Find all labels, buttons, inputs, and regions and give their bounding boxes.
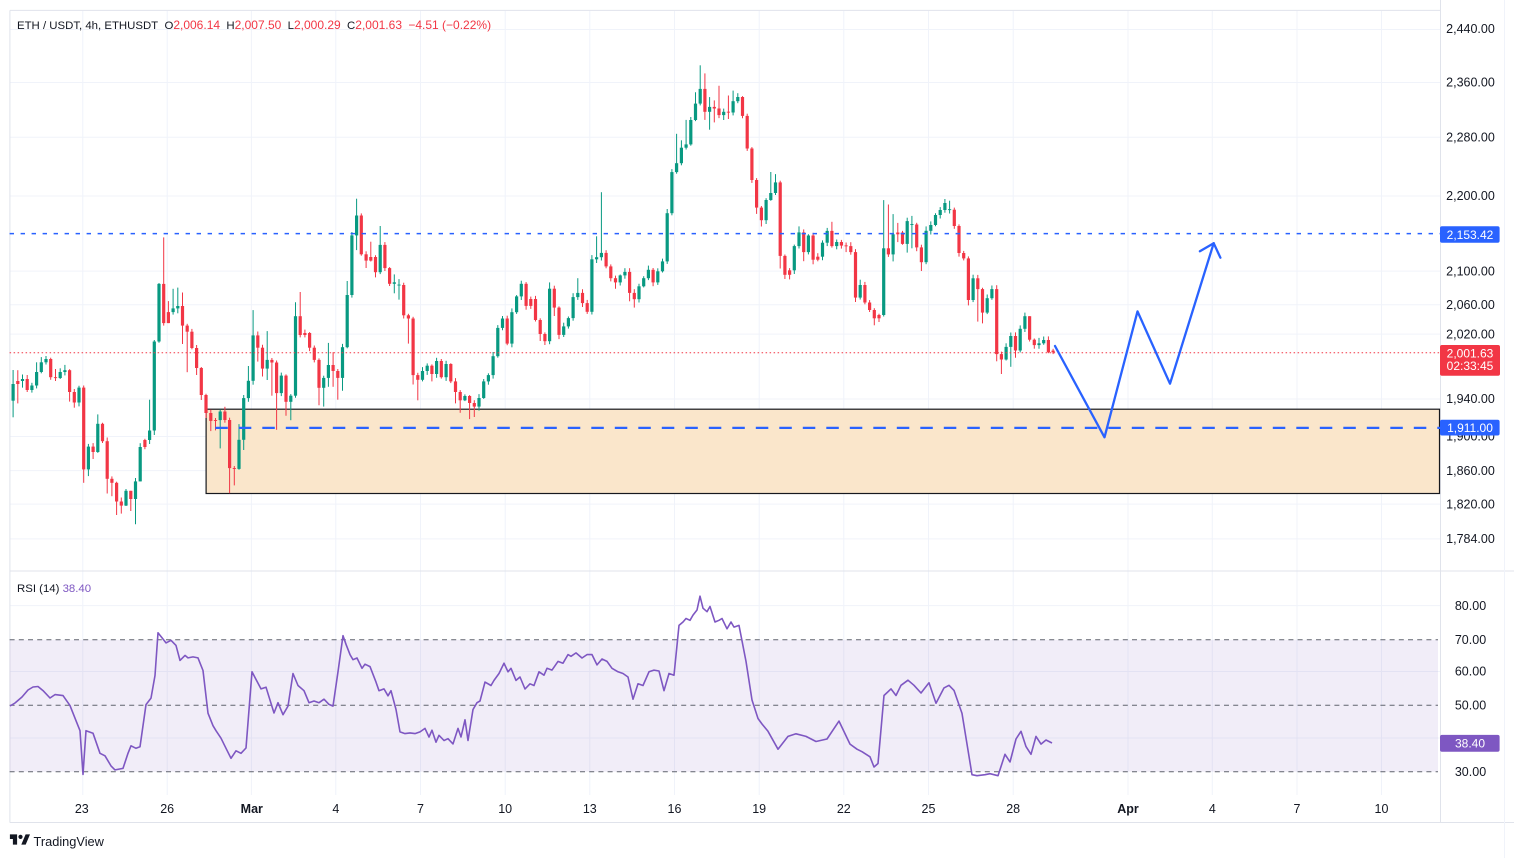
svg-text:2,100.00: 2,100.00: [1446, 264, 1495, 278]
svg-text:22: 22: [837, 802, 851, 816]
svg-text:4: 4: [332, 802, 339, 816]
svg-text:Mar: Mar: [241, 802, 263, 816]
svg-text:2,001.63: 2,001.63: [1447, 347, 1494, 361]
svg-text:2,200.00: 2,200.00: [1446, 189, 1495, 203]
svg-text:38.40: 38.40: [1455, 737, 1485, 751]
svg-text:10: 10: [498, 802, 512, 816]
svg-text:1,784.00: 1,784.00: [1446, 532, 1495, 546]
svg-text:2,280.00: 2,280.00: [1446, 131, 1495, 145]
svg-text:16: 16: [668, 802, 682, 816]
svg-text:1,860.00: 1,860.00: [1446, 464, 1495, 478]
svg-text:50.00: 50.00: [1455, 698, 1486, 712]
svg-text:4: 4: [1209, 802, 1216, 816]
svg-text:RSI (14) 38.40: RSI (14) 38.40: [17, 583, 91, 595]
svg-text:28: 28: [1006, 802, 1020, 816]
svg-text:23: 23: [75, 802, 89, 816]
svg-text:2,440.00: 2,440.00: [1446, 22, 1495, 36]
svg-text:02:33:45: 02:33:45: [1447, 359, 1494, 373]
svg-text:1,911.00: 1,911.00: [1447, 421, 1493, 435]
svg-text:10: 10: [1375, 802, 1389, 816]
svg-text:Apr: Apr: [1117, 802, 1139, 816]
svg-text:2,020.00: 2,020.00: [1446, 327, 1495, 341]
svg-text:2,153.42: 2,153.42: [1447, 228, 1494, 242]
svg-text:1,940.00: 1,940.00: [1446, 392, 1495, 406]
svg-text:ETH / USDT, 4h, ETHUSDT O2,00: ETH / USDT, 4h, ETHUSDT O2,006.14 H2,007…: [17, 18, 491, 32]
svg-text:1,820.00: 1,820.00: [1446, 497, 1495, 511]
svg-text:2,360.00: 2,360.00: [1446, 76, 1495, 90]
svg-text:25: 25: [922, 802, 936, 816]
svg-text:7: 7: [1294, 802, 1301, 816]
svg-text:80.00: 80.00: [1455, 599, 1486, 613]
svg-text:13: 13: [583, 802, 597, 816]
svg-text:2,060.00: 2,060.00: [1446, 298, 1495, 312]
svg-text:26: 26: [160, 802, 174, 816]
svg-text:TradingView: TradingView: [34, 834, 105, 849]
svg-text:70.00: 70.00: [1455, 633, 1486, 647]
svg-text:60.00: 60.00: [1455, 665, 1486, 679]
svg-text:19: 19: [752, 802, 766, 816]
svg-text:7: 7: [417, 802, 424, 816]
svg-text:30.00: 30.00: [1455, 765, 1486, 779]
